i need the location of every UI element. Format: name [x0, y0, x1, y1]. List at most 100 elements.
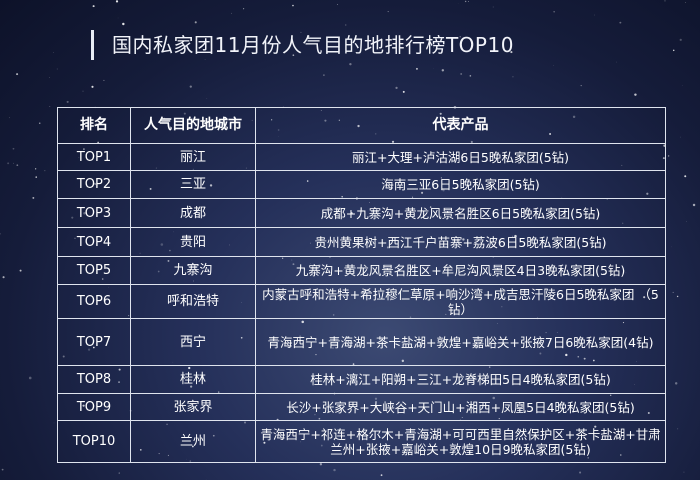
star — [16, 164, 19, 167]
star — [306, 34, 310, 38]
city-cell: 桂林 — [130, 365, 256, 394]
star — [679, 38, 682, 41]
rank-cell: TOP5 — [57, 256, 131, 285]
product-cell: 海南三亚6日5晚私家团(5钻) — [255, 170, 666, 199]
star — [677, 428, 679, 430]
star — [436, 40, 438, 43]
star — [35, 176, 37, 178]
star — [32, 196, 35, 199]
star — [510, 51, 513, 54]
star — [337, 4, 338, 5]
header-product: 代表产品 — [255, 107, 666, 144]
ranking-table: 排名 人气目的地城市 代表产品 TOP1 丽江 丽江+大理+泸沽湖6日5晚私家团(5… — [57, 107, 666, 463]
star — [345, 24, 347, 26]
star — [680, 136, 681, 138]
star — [333, 468, 336, 472]
product-cell: 九寨沟+黄龙风景名胜区+牟尼沟风景区4日3晚私家团(5钻) — [255, 256, 666, 285]
table-row: TOP8 桂林 桂林+漓江+阳朔+三江+龙脊梯田5日4晚私家团(5钻) — [57, 365, 666, 394]
star — [56, 68, 58, 70]
rank-cell: TOP3 — [57, 198, 131, 228]
header-city: 人气目的地城市 — [130, 107, 256, 144]
star — [292, 54, 295, 57]
city-cell: 丽江 — [130, 143, 256, 171]
city-cell: 贵阳 — [130, 227, 256, 257]
star — [553, 65, 554, 66]
star — [66, 100, 69, 103]
star — [512, 76, 514, 78]
product-cell: 桂林+漓江+阳朔+三江+龙脊梯田5日4晚私家团(5钻) — [255, 365, 666, 394]
star — [2, 276, 5, 279]
star — [433, 47, 435, 49]
star — [685, 2, 686, 3]
star — [469, 75, 472, 77]
star — [415, 67, 418, 70]
product-cell: 青海西宁+祁连+格尔木+青海湖+可可西里自然保护区+茶卡盐湖+甘肃兰州+张掖+嘉… — [255, 420, 666, 463]
rank-cell: TOP6 — [57, 284, 131, 319]
star — [16, 73, 19, 76]
star — [387, 11, 389, 13]
star — [0, 233, 1, 235]
page-title: 国内私家团11月份人气目的地排行榜TOP10 — [112, 33, 514, 57]
rank-cell: TOP4 — [57, 227, 131, 257]
star — [664, 0, 666, 2]
star — [684, 175, 687, 178]
star — [103, 79, 105, 81]
star — [460, 73, 463, 75]
star — [118, 472, 120, 474]
star — [19, 269, 22, 272]
star — [1, 468, 4, 471]
star — [52, 52, 54, 53]
city-cell: 呼和浩特 — [130, 284, 256, 319]
star — [459, 36, 461, 38]
star — [441, 69, 445, 72]
star — [467, 0, 469, 2]
star — [634, 93, 637, 96]
star — [464, 0, 467, 3]
star — [35, 168, 37, 170]
star — [672, 49, 675, 52]
rank-cell: TOP8 — [57, 365, 131, 394]
table-row: TOP1 丽江 丽江+大理+泸沽湖6日5晚私家团(5钻) — [57, 143, 666, 171]
star — [681, 84, 683, 86]
star — [92, 5, 95, 8]
star — [237, 49, 239, 52]
star — [231, 12, 232, 14]
star — [44, 170, 46, 172]
product-cell: 青海西宁+青海湖+茶卡盐湖+敦煌+嘉峪关+张掖7日6晚私家团(4钻) — [255, 318, 666, 366]
star — [402, 90, 405, 93]
star — [319, 463, 323, 466]
city-cell: 成都 — [130, 198, 256, 228]
star — [189, 85, 192, 88]
rank-cell: TOP7 — [57, 318, 131, 366]
star — [49, 106, 51, 107]
star — [674, 382, 678, 385]
star — [380, 474, 383, 477]
star — [692, 203, 696, 207]
city-cell: 张家界 — [130, 393, 256, 421]
star — [349, 63, 352, 66]
title-accent-bar — [91, 30, 94, 60]
table-row: TOP5 九寨沟 九寨沟+黄龙风景名胜区+牟尼沟风景区4日3晚私家团(5钻) — [57, 256, 666, 285]
star — [619, 21, 622, 24]
star — [204, 59, 206, 60]
city-cell: 三亚 — [130, 170, 256, 199]
star — [91, 85, 94, 88]
city-cell: 九寨沟 — [130, 256, 256, 285]
star — [667, 155, 670, 157]
rank-cell: TOP9 — [57, 393, 131, 421]
table-row: TOP2 三亚 海南三亚6日5晚私家团(5钻) — [57, 170, 666, 199]
star — [53, 422, 55, 424]
table-row: TOP3 成都 成都+九寨沟+黄龙风景名胜区6日5晚私家团(5钻) — [57, 198, 666, 228]
product-cell: 贵州黄果树+西江千户苗寨+荔波6日5晚私家团(5钻) — [255, 227, 666, 257]
header-rank: 排名 — [57, 107, 131, 144]
table-row: TOP6 呼和浩特 内蒙古呼和浩特+希拉穆仁草原+响沙湾+成吉思汗陵6日5晚私家团 … — [57, 284, 666, 319]
star — [28, 376, 32, 380]
star — [38, 122, 41, 124]
table-row: TOP10 兰州 青海西宁+祁连+格尔木+青海湖+可可西里自然保护区+茶卡盐湖+甘肃… — [57, 420, 666, 463]
star — [323, 74, 325, 76]
star — [49, 77, 50, 78]
star — [492, 6, 494, 8]
star — [13, 162, 15, 164]
star — [683, 471, 685, 473]
star — [292, 4, 294, 7]
